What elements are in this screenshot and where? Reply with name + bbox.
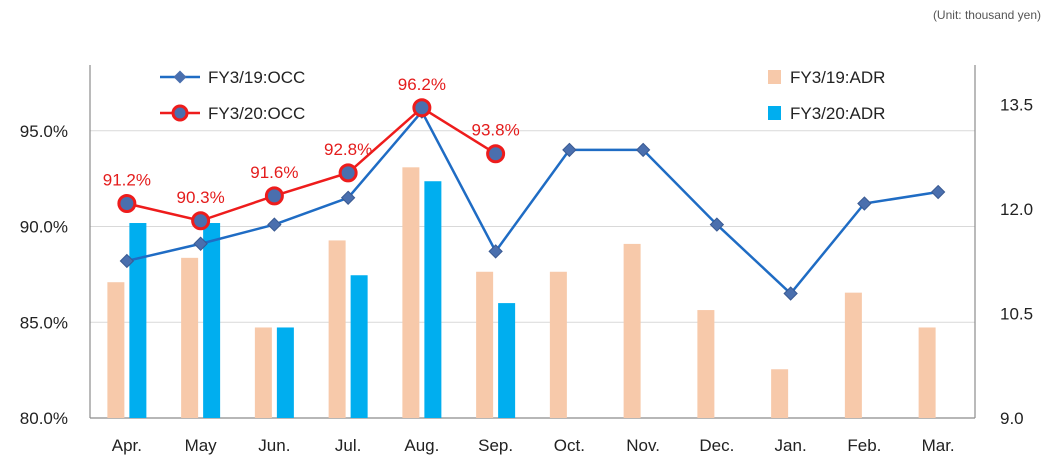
marker-fy3-19-occ — [267, 217, 282, 232]
marker-fy3-20-occ — [264, 186, 284, 206]
bar-fy3-19-adr — [623, 243, 641, 418]
x-tick-label: Feb. — [847, 436, 881, 455]
legend-swatch-fy3-20-adr — [768, 106, 781, 120]
data-label-fy3-20-occ: 91.2% — [103, 171, 151, 190]
bar-fy3-19-adr — [918, 327, 936, 418]
bar-fy3-19-adr — [402, 167, 420, 418]
x-tick-label: Oct. — [554, 436, 585, 455]
line-fy3-20-occ — [126, 106, 497, 223]
y-right-tick-label: 12.0 — [1000, 200, 1033, 219]
marker-fy3-20-occ — [117, 194, 137, 214]
x-tick-label: Apr. — [112, 436, 142, 455]
legend-label: FY3/20:ADR — [790, 104, 885, 123]
bar-fy3-19-adr — [328, 240, 346, 418]
data-label-fy3-20-occ: 92.8% — [324, 140, 372, 159]
bar-fy3-20-adr — [498, 303, 516, 418]
x-tick-label: Nov. — [626, 436, 660, 455]
bar-fy3-19-adr — [844, 292, 862, 418]
marker-fy3-20-occ — [191, 211, 211, 231]
x-tick-label: Sep. — [478, 436, 513, 455]
bar-fy3-19-adr — [107, 282, 125, 418]
bar-fy3-20-adr — [276, 327, 294, 418]
legend-marker-fy3-19-occ — [173, 70, 187, 84]
bar-fy3-20-adr — [203, 223, 221, 418]
data-label-fy3-20-occ: 91.6% — [250, 163, 298, 182]
x-tick-label: Jun. — [258, 436, 290, 455]
y-left-tick-label: 95.0% — [20, 122, 68, 141]
marker-fy3-20-occ — [486, 144, 506, 164]
x-tick-label: Dec. — [699, 436, 734, 455]
legend-label: FY3/20:OCC — [208, 104, 305, 123]
legend-swatch-fy3-19-adr — [768, 70, 781, 84]
y-left-tick-label: 90.0% — [20, 218, 68, 237]
marker-fy3-19-occ — [783, 286, 798, 301]
bar-fy3-20-adr — [129, 223, 147, 418]
data-label-fy3-20-occ: 93.8% — [472, 121, 520, 140]
y-left-tick-label: 85.0% — [20, 313, 68, 332]
marker-fy3-19-occ — [488, 244, 503, 259]
marker-fy3-19-occ — [119, 253, 135, 269]
y-right-tick-label: 13.5 — [1000, 96, 1033, 115]
data-label-fy3-20-occ: 90.3% — [177, 188, 225, 207]
legend-label: FY3/19:OCC — [208, 68, 305, 87]
x-tick-label: Jul. — [335, 436, 361, 455]
legend-marker-fy3-20-occ — [171, 104, 189, 122]
bar-fy3-20-adr — [350, 275, 368, 418]
x-tick-label: May — [185, 436, 218, 455]
bar-fy3-19-adr — [181, 257, 199, 418]
x-tick-label: Jan. — [775, 436, 807, 455]
marker-fy3-19-occ — [930, 184, 946, 200]
bar-fy3-19-adr — [549, 271, 567, 418]
marker-fy3-19-occ — [193, 236, 208, 251]
x-tick-label: Mar. — [922, 436, 955, 455]
y-left-tick-label: 80.0% — [20, 409, 68, 428]
unit-note: (Unit: thousand yen) — [932, 8, 1041, 22]
legend-label: FY3/19:ADR — [790, 68, 885, 87]
bar-fy3-19-adr — [771, 369, 789, 418]
line-fy3-19-occ — [126, 109, 939, 296]
x-tick-label: Aug. — [404, 436, 439, 455]
bar-fy3-19-adr — [254, 327, 272, 418]
marker-fy3-19-occ — [709, 217, 725, 232]
bar-fy3-20-adr — [424, 181, 442, 418]
marker-fy3-19-occ — [562, 142, 577, 158]
y-right-tick-label: 9.0 — [1000, 409, 1024, 428]
data-label-fy3-20-occ: 96.2% — [398, 75, 446, 94]
bar-fy3-19-adr — [476, 271, 494, 418]
y-right-tick-label: 10.5 — [1000, 305, 1033, 324]
marker-fy3-19-occ — [340, 190, 356, 205]
bar-fy3-19-adr — [697, 310, 715, 418]
marker-fy3-20-occ — [338, 163, 358, 183]
marker-fy3-20-occ — [412, 98, 432, 118]
marker-fy3-19-occ — [635, 142, 651, 158]
marker-fy3-19-occ — [857, 196, 872, 211]
